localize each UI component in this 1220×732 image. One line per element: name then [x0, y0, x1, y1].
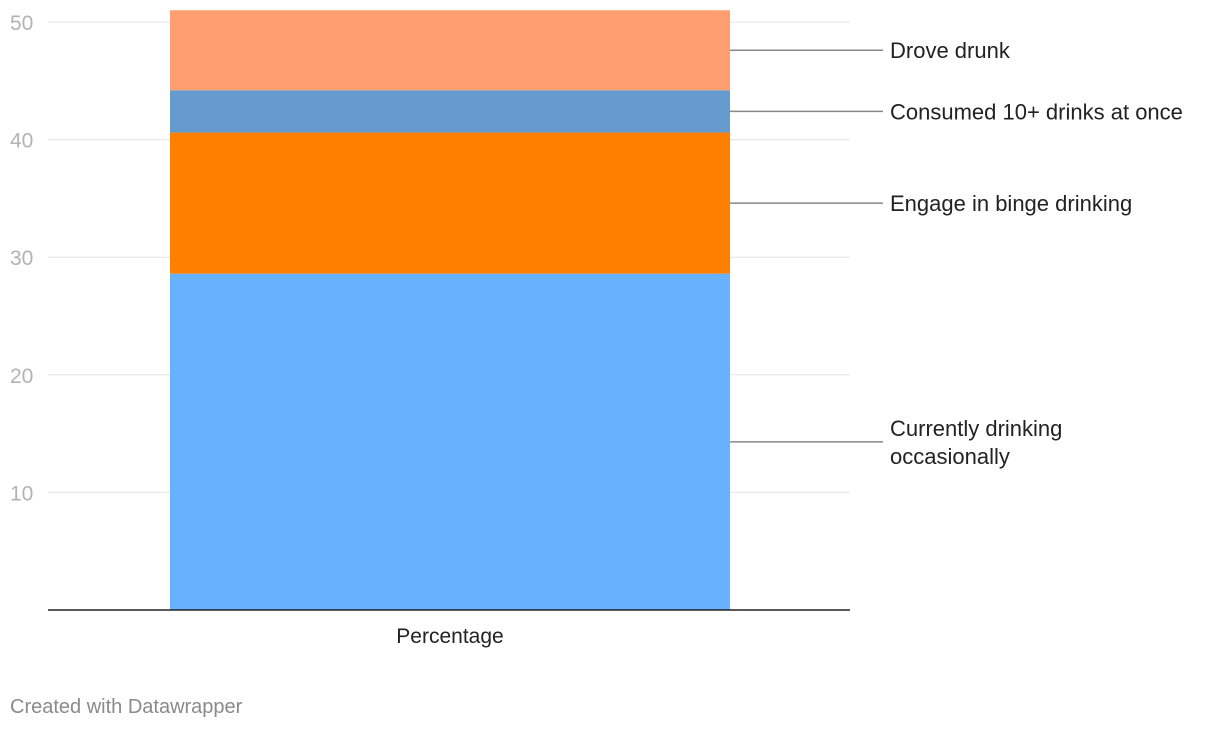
x-category-label: Percentage	[396, 625, 503, 648]
segment-label: Engage in binge drinking	[890, 191, 1132, 216]
bar-segment	[170, 10, 730, 91]
stacked-bar-chart: 10 20 30 40 50 Percentage Currently drinking…	[10, 10, 1183, 648]
x-axis-category-labels: Percentage	[396, 625, 503, 648]
y-tick-label: 30	[10, 247, 33, 270]
segment-label: Drove drunk	[890, 38, 1011, 63]
bar-segment	[170, 273, 730, 610]
bar-segments	[170, 10, 730, 610]
segment-labels: Currently drinking occasionally Engage in …	[730, 38, 1183, 469]
y-axis-tick-labels: 10 20 30 40 50	[10, 12, 33, 505]
bar-segment	[170, 132, 730, 274]
segment-label: Consumed 10+ drinks at once	[890, 99, 1183, 124]
y-tick-label: 50	[10, 12, 33, 35]
y-tick-label: 40	[10, 130, 33, 153]
y-tick-label: 10	[10, 482, 33, 505]
segment-label: Currently drinking occasionally	[890, 416, 1062, 469]
y-tick-label: 20	[10, 365, 33, 388]
bar-segment	[170, 90, 730, 133]
credit-text: Created with Datawrapper	[10, 696, 243, 718]
